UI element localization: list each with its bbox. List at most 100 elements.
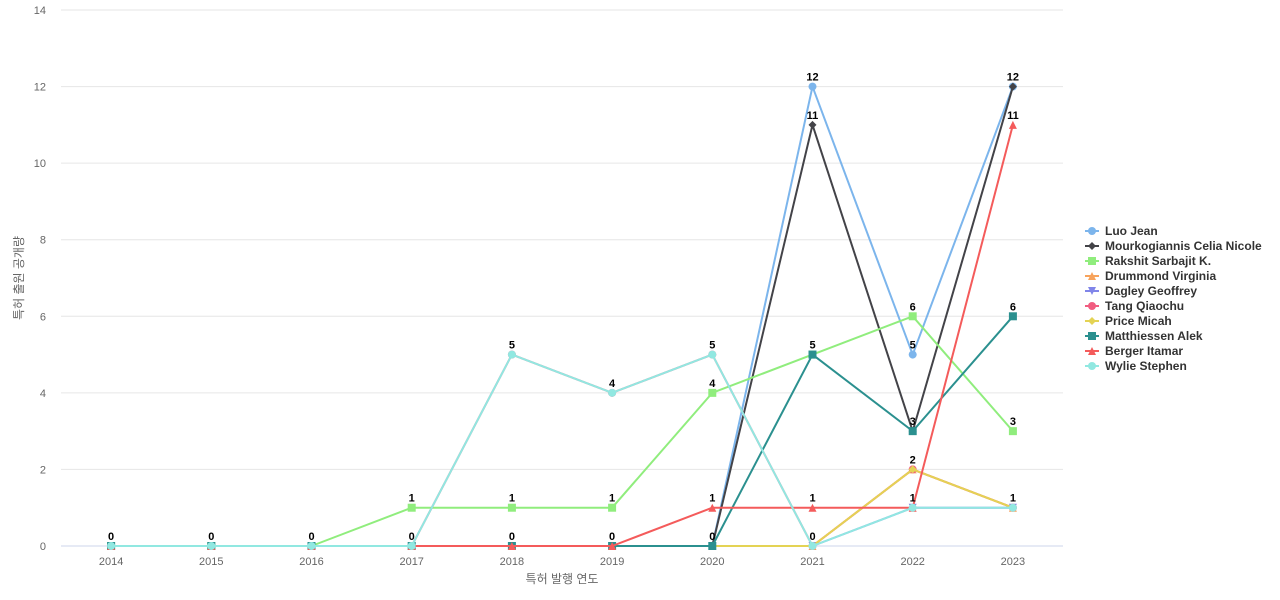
data-label: 4	[709, 378, 716, 390]
legend-item[interactable]: Rakshit Sarbajit K.	[1085, 254, 1211, 268]
x-tick-label: 2019	[600, 556, 624, 568]
data-point	[708, 388, 717, 397]
series-line	[111, 315, 1014, 547]
data-point	[808, 120, 817, 129]
legend-marker	[1088, 257, 1096, 265]
legend-item[interactable]: Price Micah	[1085, 314, 1172, 328]
series-line	[111, 353, 1013, 547]
data-point	[908, 350, 917, 359]
data-label: 5	[509, 340, 515, 352]
data-label: 11	[807, 110, 819, 122]
data-label: 0	[208, 531, 214, 543]
legend-label: Drummond Virginia	[1105, 269, 1216, 283]
legend-item[interactable]: Luo Jean	[1085, 224, 1158, 238]
data-point	[708, 503, 717, 512]
data-point	[808, 82, 817, 91]
legend-item[interactable]: Tang Qiaochu	[1085, 299, 1184, 313]
data-label: 0	[509, 531, 515, 543]
data-point	[908, 503, 917, 512]
data-label: 1	[809, 493, 815, 505]
grid-lines	[61, 9, 1063, 547]
data-label: 5	[910, 340, 916, 352]
legend-item[interactable]: Dagley Geoffrey	[1085, 284, 1197, 298]
series-rakshit-sarbajit-k-	[107, 312, 1017, 550]
legend-label: Luo Jean	[1105, 224, 1158, 238]
x-tick-label: 2020	[700, 556, 724, 568]
data-point	[908, 427, 917, 436]
series-dagley-geoffrey	[107, 503, 1017, 550]
data-label: 3	[910, 416, 916, 428]
data-label: 1	[910, 493, 916, 505]
legend-label: Wylie Stephen	[1105, 359, 1187, 373]
legend-label: Dagley Geoffrey	[1105, 284, 1197, 298]
y-axis-title: 특허 출원 공개량	[12, 236, 26, 320]
y-tick-label: 0	[40, 541, 46, 553]
data-label: 0	[409, 531, 415, 543]
legend-item[interactable]: Drummond Virginia	[1085, 269, 1216, 283]
legend-item[interactable]: Matthiessen Alek	[1085, 329, 1203, 343]
data-point	[608, 388, 617, 397]
legend-label: Mourkogiannis Celia Nicole	[1105, 239, 1262, 253]
x-tick-label: 2023	[1001, 556, 1025, 568]
data-point	[608, 503, 617, 512]
data-point	[1008, 427, 1017, 436]
series-line	[111, 124, 1014, 547]
legend-label: Berger Itamar	[1105, 344, 1183, 358]
data-point	[1008, 120, 1017, 129]
x-tick-label: 2014	[99, 556, 123, 568]
data-point	[808, 350, 817, 359]
legend-label: Matthiessen Alek	[1105, 329, 1203, 343]
series-wylie-stephen	[107, 350, 1017, 550]
data-point	[1008, 503, 1017, 512]
y-tick-label: 4	[40, 388, 46, 400]
y-tick-label: 2	[40, 464, 46, 476]
data-point	[1008, 82, 1017, 91]
legend-label: Rakshit Sarbajit K.	[1105, 254, 1211, 268]
legend-marker	[1088, 227, 1096, 235]
legend-item[interactable]: Wylie Stephen	[1085, 359, 1187, 373]
data-point	[407, 542, 416, 550]
y-tick-label: 10	[34, 158, 46, 170]
data-label: 11	[1007, 110, 1019, 122]
legend-marker	[1088, 242, 1096, 250]
data-label: 6	[910, 301, 916, 313]
series-line	[111, 506, 1013, 547]
legend-marker	[1088, 362, 1096, 370]
data-point	[407, 503, 416, 512]
legend-item[interactable]: Mourkogiannis Celia Nicole	[1085, 239, 1262, 253]
data-label: 1	[409, 493, 415, 505]
data-label: 12	[806, 72, 818, 84]
data-point	[708, 542, 717, 550]
data-label: 0	[108, 531, 114, 543]
series-matthiessen-alek	[107, 312, 1017, 550]
legend-marker	[1088, 332, 1096, 340]
data-label: 1	[709, 493, 715, 505]
x-axis-title: 특허 발행 연도	[526, 571, 599, 586]
series-line	[111, 353, 1014, 547]
data-point	[1008, 312, 1017, 321]
data-label: 1	[509, 493, 515, 505]
data-point	[507, 350, 516, 359]
legend-marker	[1088, 302, 1096, 310]
data-label: 5	[709, 340, 715, 352]
y-tick-label: 12	[34, 82, 46, 94]
data-point	[808, 542, 817, 550]
data-label: 12	[1007, 72, 1019, 84]
data-point	[708, 350, 717, 359]
data-point	[608, 542, 617, 550]
data-point	[908, 312, 917, 321]
y-tick-label: 6	[40, 311, 46, 323]
x-tick-label: 2021	[800, 556, 824, 568]
data-point	[107, 542, 116, 550]
legend-marker	[1088, 287, 1096, 295]
data-point	[507, 503, 516, 512]
legend-item[interactable]: Berger Itamar	[1085, 344, 1183, 358]
x-tick-label: 2016	[299, 556, 323, 568]
series-line	[111, 315, 1014, 547]
y-tick-label: 8	[40, 235, 46, 247]
x-tick-label: 2015	[199, 556, 223, 568]
legend-marker	[1088, 317, 1096, 325]
data-label: 5	[809, 340, 815, 352]
